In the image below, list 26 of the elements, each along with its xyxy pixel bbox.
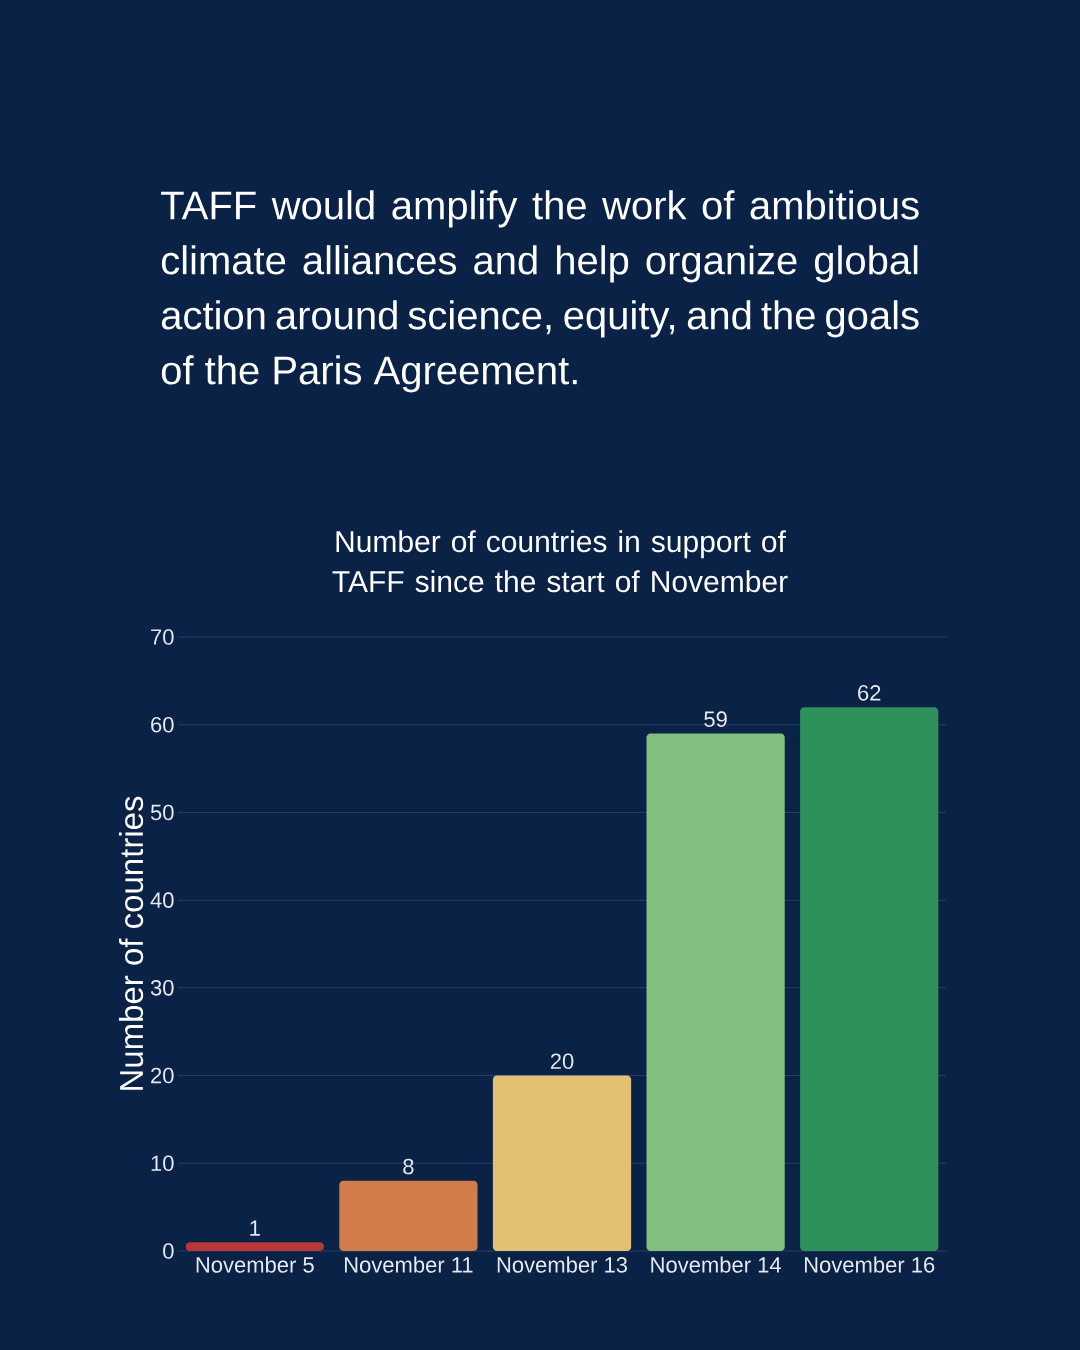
data-label: 1 (250, 1220, 260, 1236)
y-tick-label: 50 (150, 804, 174, 821)
x-tick-label: November 5 (196, 1256, 314, 1273)
chart-subtitle: Number of countries in support of TAFF since the start of November (332, 530, 788, 593)
chart-title: TAFF would amplify the work of ambitious climate alliances and help organize global action around science, equity, and the goals of the Paris Agreement. (161, 190, 919, 393)
bar (646, 733, 785, 1251)
y-tick-label: 60 (151, 716, 174, 733)
x-tick-label: November 13 (497, 1256, 628, 1273)
bar (185, 1242, 324, 1251)
y-tick-label: 0 (163, 1243, 174, 1259)
data-label: 20 (550, 1053, 574, 1070)
bar (800, 707, 939, 1251)
y-tick-label: 70 (151, 629, 174, 645)
data-label: 8 (403, 1158, 414, 1175)
data-label: 62 (858, 685, 881, 701)
y-tick-label: 40 (150, 892, 174, 908)
y-axis-title: Number of countries (118, 796, 144, 1090)
y-tick-label: 20 (151, 1067, 174, 1084)
bar (339, 1180, 478, 1251)
x-tick-label: November 14 (651, 1256, 781, 1273)
x-tick-label: November 11 (345, 1256, 473, 1273)
bar (492, 1075, 632, 1251)
y-tick-label: 10 (151, 1155, 174, 1172)
x-tick-label: November 16 (804, 1256, 935, 1273)
y-tick-label: 30 (150, 980, 174, 996)
data-label: 59 (704, 711, 727, 727)
